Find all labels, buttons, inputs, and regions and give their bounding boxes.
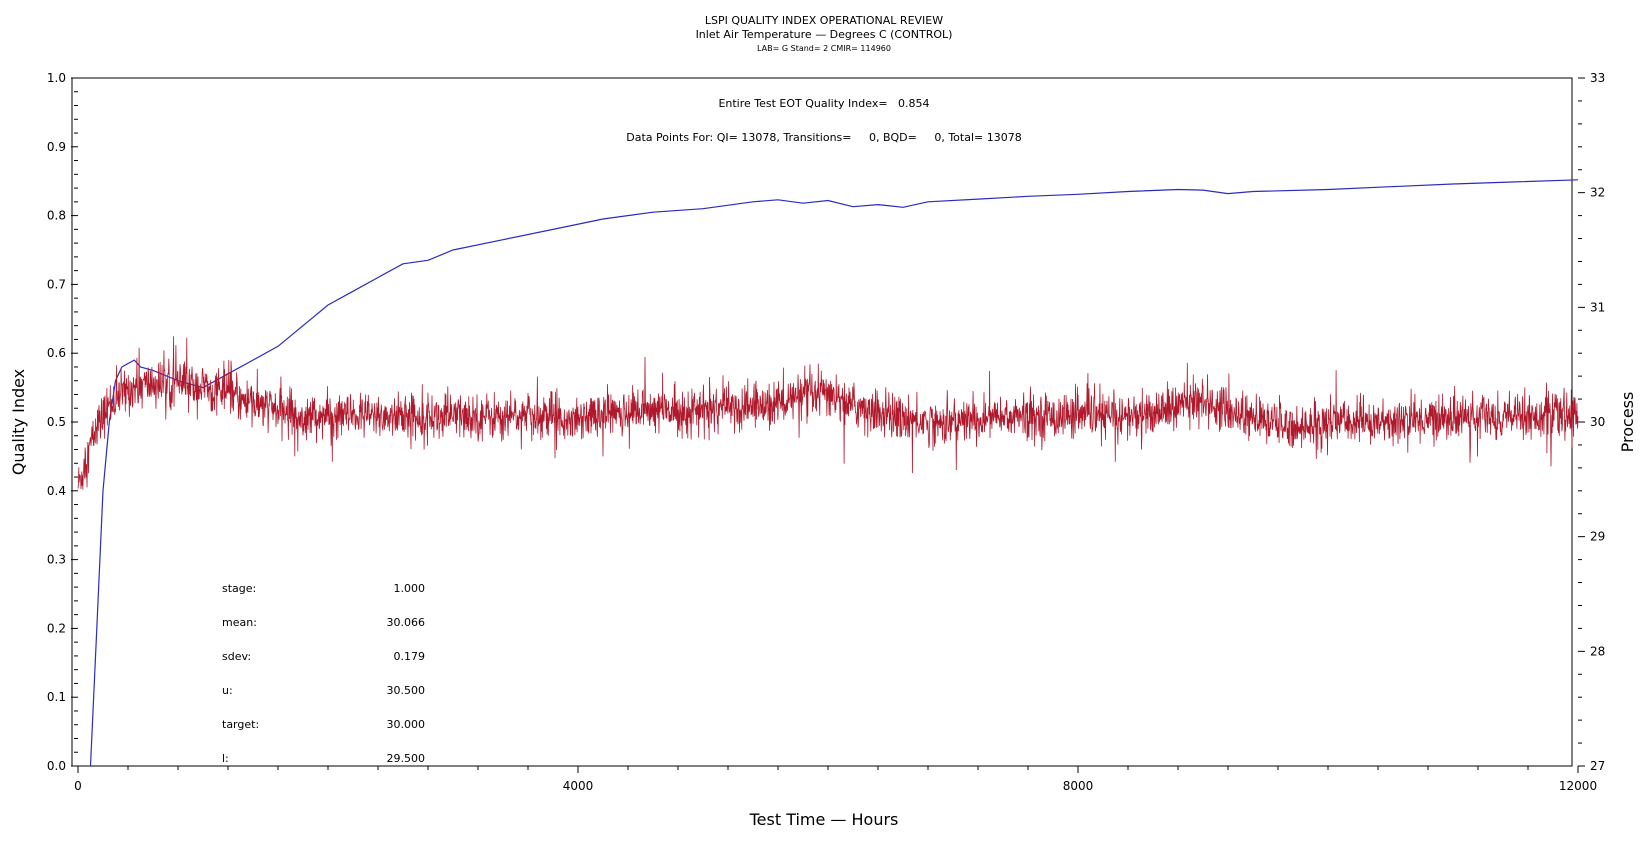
y2-tick-label: 33 (1590, 71, 1605, 85)
stat-label: l: (222, 752, 229, 765)
x-axis: 0 4000 8000 12000 (74, 766, 1597, 793)
y-tick-label: 0.5 (47, 415, 66, 429)
y2-axis-label: Process (1618, 392, 1637, 453)
stat-label: target: (222, 718, 259, 731)
process-series-line (77, 336, 1579, 490)
quality-index-series-line (89, 179, 1579, 767)
y2-tick-label: 27 (1590, 759, 1605, 773)
y2-tick-label: 31 (1590, 300, 1605, 314)
y-tick-label: 0.0 (47, 759, 66, 773)
stat-label: sdev: (222, 650, 251, 663)
y2-tick-label: 28 (1590, 644, 1605, 658)
data-points-annotation: Data Points For: QI= 13078, Transitions=… (626, 131, 1021, 144)
stat-value: 30.500 (387, 684, 426, 697)
y-axis-label: Quality Index (9, 369, 28, 475)
y-axis-left: 0.0 0.1 0.2 0.3 0.4 0.5 0.6 0.7 0.8 0.9 1.0 (47, 71, 78, 773)
y-tick-label: 0.1 (47, 690, 66, 704)
stat-value: 30.000 (387, 718, 426, 731)
stat-value: 0.179 (394, 650, 426, 663)
series-layer (77, 179, 1579, 767)
chart-subtitle: Inlet Air Temperature — Degrees C (CONTR… (696, 28, 953, 41)
chart-title: LSPI QUALITY INDEX OPERATIONAL REVIEW (705, 14, 943, 27)
chart-subtitle-lab: LAB= G Stand= 2 CMIR= 114960 (757, 44, 891, 53)
stat-label: u: (222, 684, 233, 697)
x-tick-label: 4000 (563, 779, 594, 793)
stat-value: 30.066 (387, 616, 426, 629)
y-tick-label: 0.8 (47, 209, 66, 223)
x-axis-label: Test Time — Hours (749, 810, 899, 829)
stat-label: stage: (222, 582, 256, 595)
x-tick-label: 0 (74, 779, 82, 793)
y-tick-label: 0.9 (47, 140, 66, 154)
y-tick-label: 1.0 (47, 71, 66, 85)
qi-annotation: Entire Test EOT Quality Index= 0.854 (718, 97, 929, 110)
y-tick-label: 0.2 (47, 621, 66, 635)
y-tick-label: 0.7 (47, 277, 66, 291)
y-tick-label: 0.6 (47, 346, 66, 360)
y-tick-label: 0.3 (47, 553, 66, 567)
x-tick-label: 8000 (1063, 779, 1094, 793)
stats-block: stage: 1.000 mean: 30.066 sdev: 0.179 u: 30.500… (222, 582, 425, 765)
stat-label: mean: (222, 616, 257, 629)
y2-tick-label: 29 (1590, 530, 1605, 544)
stat-value: 29.500 (387, 752, 426, 765)
y-tick-label: 0.4 (47, 484, 66, 498)
x-tick-label: 12000 (1559, 779, 1597, 793)
y-axis-right: 27 28 29 30 31 32 33 (1578, 71, 1605, 773)
y2-tick-label: 30 (1590, 415, 1605, 429)
stat-value: 1.000 (394, 582, 426, 595)
y2-tick-label: 32 (1590, 186, 1605, 200)
